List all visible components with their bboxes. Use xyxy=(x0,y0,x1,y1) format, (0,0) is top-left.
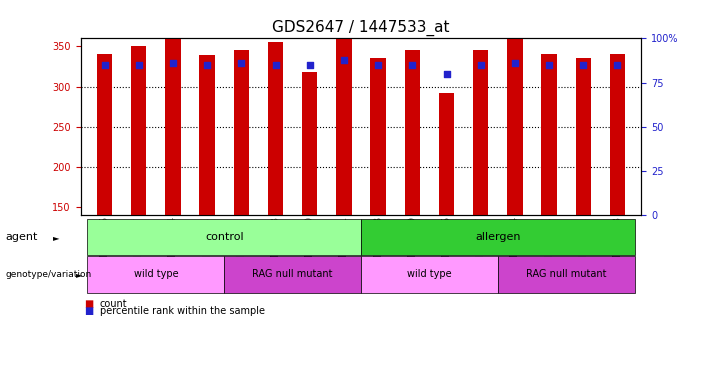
Bar xyxy=(200,55,215,215)
Bar xyxy=(336,0,352,215)
Text: wild type: wild type xyxy=(133,269,178,280)
Text: control: control xyxy=(205,232,243,242)
Point xyxy=(407,62,418,68)
Text: genotype/variation: genotype/variation xyxy=(6,270,92,279)
Bar xyxy=(508,14,522,215)
Point xyxy=(475,62,486,68)
Point xyxy=(236,60,247,66)
Text: ■: ■ xyxy=(84,306,93,316)
Text: RAG null mutant: RAG null mutant xyxy=(526,269,606,280)
Point xyxy=(304,62,315,68)
Point xyxy=(270,62,281,68)
Text: allergen: allergen xyxy=(475,232,521,242)
Bar xyxy=(370,58,386,215)
Bar xyxy=(302,72,318,215)
Bar xyxy=(473,50,489,215)
Point xyxy=(372,62,383,68)
Text: RAG null mutant: RAG null mutant xyxy=(252,269,333,280)
Bar xyxy=(131,46,147,215)
Point xyxy=(441,71,452,77)
Point xyxy=(168,60,179,66)
Bar xyxy=(97,55,112,215)
Text: ►: ► xyxy=(53,233,59,242)
Bar xyxy=(610,55,625,215)
Point xyxy=(339,56,350,63)
Point xyxy=(99,62,110,68)
Point xyxy=(201,62,212,68)
Bar xyxy=(233,50,249,215)
Text: ►: ► xyxy=(76,270,82,279)
Point xyxy=(510,60,521,66)
Point xyxy=(543,62,554,68)
Text: ■: ■ xyxy=(84,299,93,309)
Bar xyxy=(541,55,557,215)
Title: GDS2647 / 1447533_at: GDS2647 / 1447533_at xyxy=(272,20,450,36)
Bar xyxy=(268,42,283,215)
Point xyxy=(578,62,589,68)
Point xyxy=(612,62,623,68)
Text: percentile rank within the sample: percentile rank within the sample xyxy=(100,306,264,316)
Text: count: count xyxy=(100,299,127,309)
Text: agent: agent xyxy=(6,232,38,242)
Bar xyxy=(439,93,454,215)
Text: wild type: wild type xyxy=(407,269,451,280)
Bar xyxy=(576,58,591,215)
Point xyxy=(133,62,144,68)
Bar xyxy=(404,50,420,215)
Bar xyxy=(165,33,181,215)
